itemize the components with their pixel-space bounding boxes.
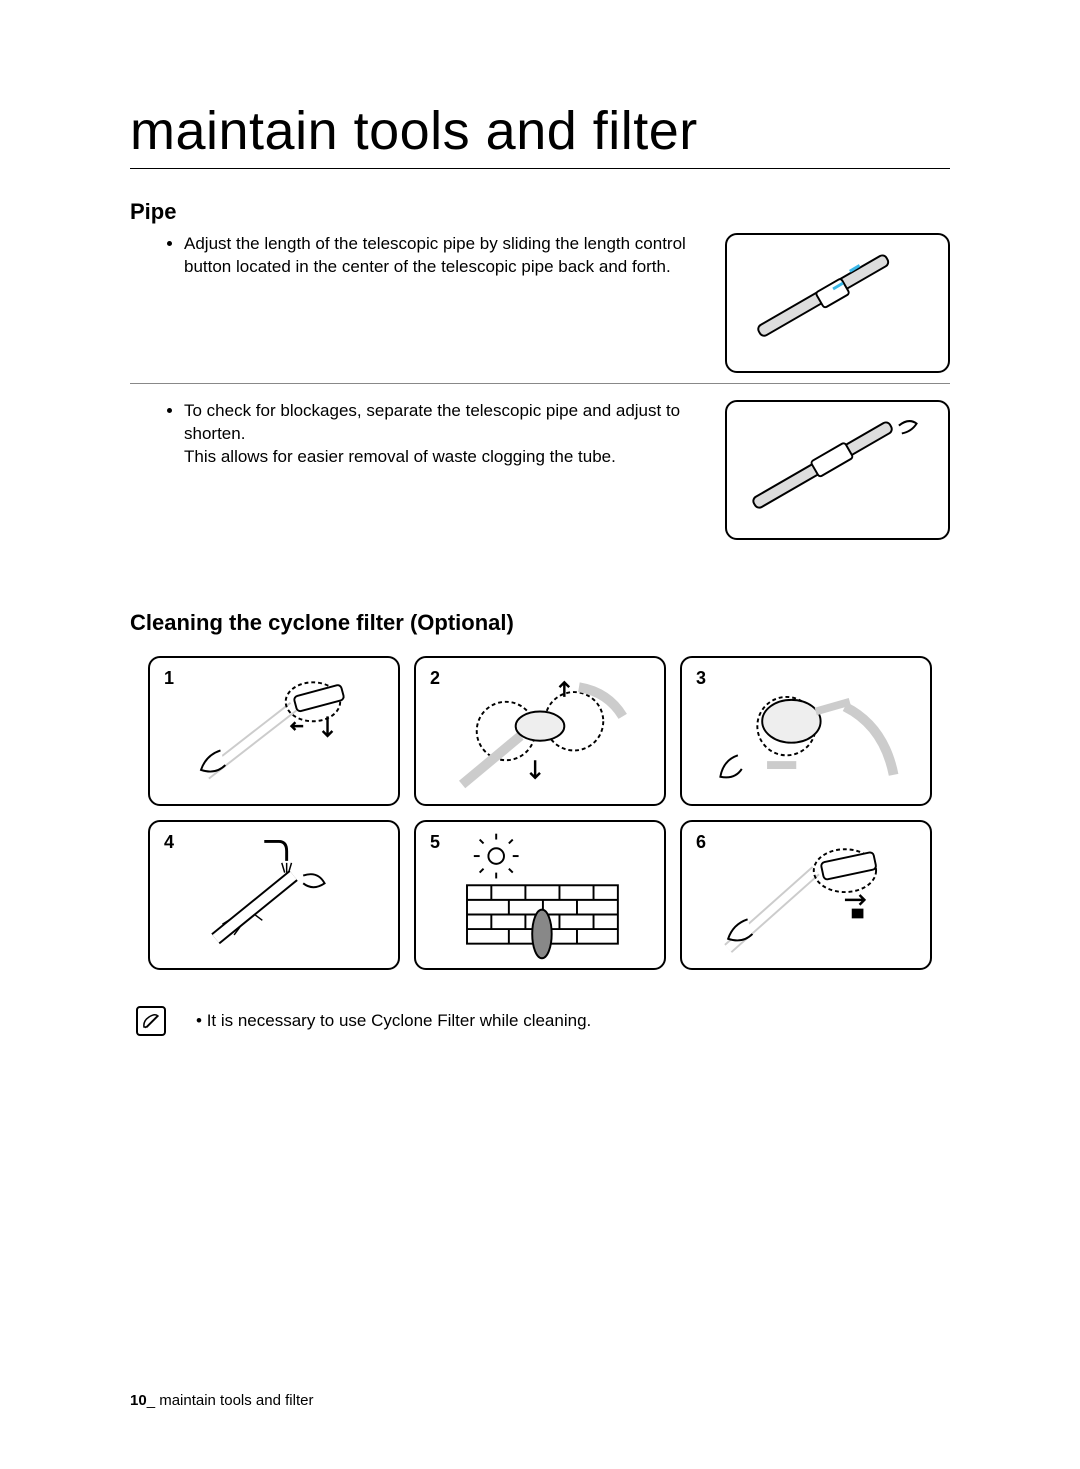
note-text: It is necessary to use Cyclone Filter wh… <box>186 1011 591 1031</box>
page-footer: 10_ maintain tools and filter <box>130 1392 313 1409</box>
step-number: 3 <box>696 668 706 689</box>
cyclone-step-6: 6 <box>680 820 932 970</box>
pipe-heading: Pipe <box>130 199 950 225</box>
pipe-shorten-icon <box>727 401 948 539</box>
cyclone-steps-grid: 1 2 <box>130 656 950 970</box>
cyclone-step-3: 3 <box>680 656 932 806</box>
step-number: 2 <box>430 668 440 689</box>
telescopic-pipe-icon <box>727 234 948 372</box>
step4-wash-icon <box>150 822 398 968</box>
pipe-text-1: Adjust the length of the telescopic pipe… <box>184 233 705 279</box>
step5-dry-icon <box>416 822 664 968</box>
pipe-bullet-1: Adjust the length of the telescopic pipe… <box>130 233 705 283</box>
pipe-row-1: Adjust the length of the telescopic pipe… <box>130 233 950 384</box>
step6-reattach-icon <box>682 822 930 968</box>
step3-remove-icon <box>682 658 930 804</box>
step-number: 5 <box>430 832 440 853</box>
cyclone-step-1: 1 <box>148 656 400 806</box>
note-row: It is necessary to use Cyclone Filter wh… <box>130 1006 950 1036</box>
step-number: 6 <box>696 832 706 853</box>
footer-page-num: 10 <box>130 1392 147 1409</box>
cyclone-step-5: 5 <box>414 820 666 970</box>
cyclone-step-4: 4 <box>148 820 400 970</box>
note-icon <box>136 1006 166 1036</box>
cyclone-heading: Cleaning the cyclone filter (Optional) <box>130 610 950 636</box>
footer-label: _ maintain tools and filter <box>147 1392 314 1409</box>
page-title: maintain tools and filter <box>130 100 950 169</box>
step2-separate-icon <box>416 658 664 804</box>
manual-page: maintain tools and filter Pipe Adjust th… <box>0 0 1080 1076</box>
step1-detach-icon <box>150 658 398 804</box>
pipe-text-2b: This allows for easier removal of waste … <box>184 447 616 466</box>
step-number: 4 <box>164 832 174 853</box>
pipe-bullet-2: To check for blockages, separate the tel… <box>130 400 705 473</box>
step-number: 1 <box>164 668 174 689</box>
pipe-illustration-blockage <box>725 400 950 540</box>
pipe-text-2a: To check for blockages, separate the tel… <box>184 401 680 443</box>
cyclone-step-2: 2 <box>414 656 666 806</box>
pipe-row-2: To check for blockages, separate the tel… <box>130 400 950 550</box>
pipe-illustration-adjust <box>725 233 950 373</box>
